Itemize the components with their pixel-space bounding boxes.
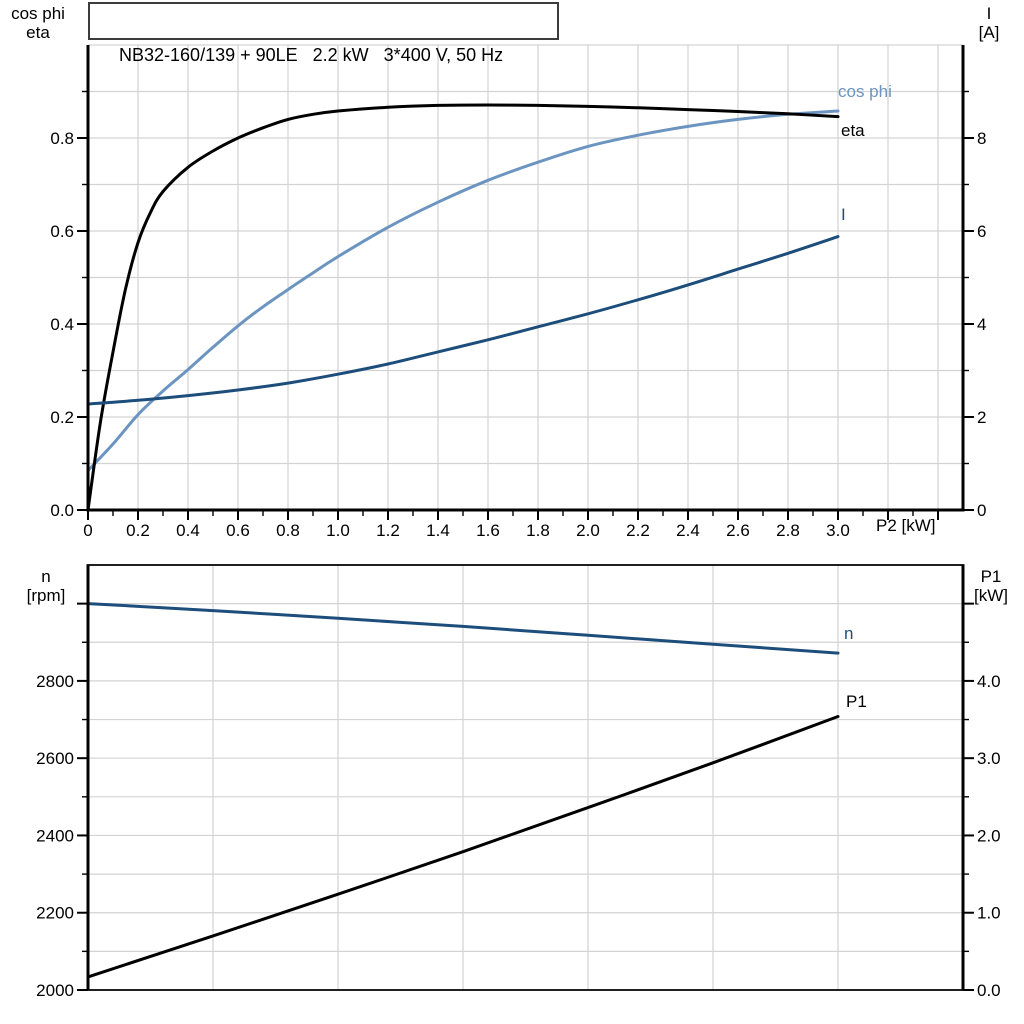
chart-0-tick-labels: 0 0.2 0.4 0.6 0.8 1.0 1.2 1.4 1.6 1.8 2.0 2.2 2.4 2.6… xyxy=(50,82,986,540)
axis-title-p1: P1 xyxy=(980,567,1002,586)
x-tick-label: 0.4 xyxy=(176,521,200,540)
chart-1-ticks xyxy=(77,602,974,991)
p1-curve-label: P1 xyxy=(846,692,867,711)
axis-title-speed-unit: [rpm] xyxy=(26,586,66,605)
chart-1-axes xyxy=(86,564,965,991)
p1-curve xyxy=(86,715,840,979)
x-tick-label: 3.0 xyxy=(826,521,850,540)
y-right-tick-label: 6 xyxy=(977,222,986,241)
y-right-tick-label: 2 xyxy=(977,408,986,427)
y-right-tick-label: 4.0 xyxy=(977,672,1001,691)
n-curve xyxy=(86,602,840,655)
y-left-tick-label: 2600 xyxy=(36,749,74,768)
bottom-left-axis-title: n [rpm] xyxy=(14,567,78,605)
y-right-tick-label: 4 xyxy=(977,315,986,334)
y-left-tick-label: 2000 xyxy=(36,981,74,1000)
x-tick-label: 2.8 xyxy=(776,521,800,540)
y-right-tick-label: 1.0 xyxy=(977,904,1001,923)
bottom-right-axis-title: P1 [kW] xyxy=(962,567,1020,605)
chart-0-ticks xyxy=(77,90,974,520)
axis-title-p1-unit: [kW] xyxy=(974,586,1008,605)
chart-title: NB32-160/139 + 90LE 2.2 kW 3*400 V, 50 H… xyxy=(119,45,504,65)
i-curve xyxy=(86,235,840,406)
cos-phi-curve xyxy=(86,109,840,472)
x-tick-label: 1.6 xyxy=(476,521,500,540)
n-curve-label: n xyxy=(844,624,853,643)
x-tick-label: 1.8 xyxy=(526,521,550,540)
chart-0-gridlines xyxy=(88,44,963,510)
axis-title-current: I xyxy=(986,4,992,23)
x-tick-label: 2.4 xyxy=(676,521,700,540)
x-tick-label: 2.6 xyxy=(726,521,750,540)
x-tick-label: 0.8 xyxy=(276,521,300,540)
eta-curve xyxy=(86,103,840,512)
axis-title-speed: n xyxy=(41,567,51,586)
x-tick-label: 2.2 xyxy=(626,521,650,540)
y-left-tick-label: 0.6 xyxy=(50,222,74,241)
i-curve-label: I xyxy=(841,205,846,224)
top-right-axis-title: I [A] xyxy=(962,4,1016,42)
y-left-tick-label: 2400 xyxy=(36,826,74,845)
y-left-tick-label: 2800 xyxy=(36,672,74,691)
y-left-tick-label: 0.4 xyxy=(50,315,74,334)
y-right-tick-label: 0 xyxy=(977,501,986,520)
x-tick-label: 1.0 xyxy=(326,521,350,540)
x-tick-label: 0 xyxy=(83,521,92,540)
eta-curve-label: eta xyxy=(841,121,865,140)
x-tick-label: 2.0 xyxy=(576,521,600,540)
y-right-tick-label: 3.0 xyxy=(977,749,1001,768)
axis-title-cos-phi: cos phi xyxy=(11,4,65,23)
y-left-tick-label: 0.0 xyxy=(50,501,74,520)
y-left-tick-label: 0.8 xyxy=(50,129,74,148)
chart-title-box: NB32-160/139 + 90LE 2.2 kW 3*400 V, 50 H… xyxy=(88,2,559,65)
y-right-tick-label: 2.0 xyxy=(977,826,1001,845)
axis-title-eta: eta xyxy=(26,23,50,42)
x-tick-label: 1.4 xyxy=(426,521,450,540)
x-tick-label: 0.6 xyxy=(226,521,250,540)
y-right-tick-label: 8 xyxy=(977,129,986,148)
top-left-axis-title: cos phi eta xyxy=(4,4,72,42)
axis-title-current-unit: [A] xyxy=(978,23,1000,42)
cos-phi-curve-label: cos phi xyxy=(838,82,892,101)
y-left-tick-label: 0.2 xyxy=(50,408,74,427)
y-left-tick-label: 2200 xyxy=(36,904,74,923)
chart-1-tick-labels: 2000 2200 2400 2600 2800 0.0 1.0 2.0 3.0 4.0 n P1 xyxy=(36,624,1000,1000)
y-right-tick-label: 0.0 xyxy=(977,981,1001,1000)
chart-1-gridlines xyxy=(88,565,963,990)
x-tick-label: 0.2 xyxy=(126,521,150,540)
x-tick-label: 1.2 xyxy=(376,521,400,540)
x-axis-label-p2: P2 [kW] xyxy=(876,516,936,535)
